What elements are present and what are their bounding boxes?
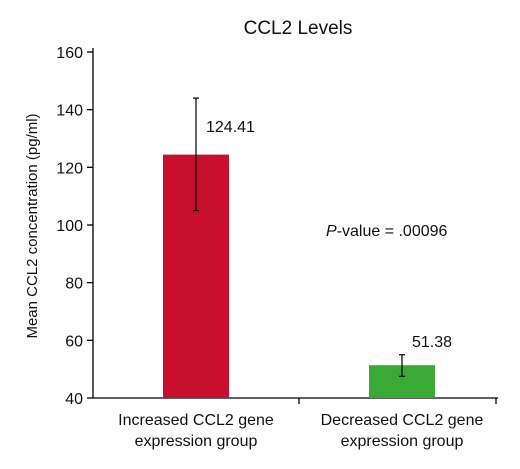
y-axis-label: Mean CCL2 concentration (pg/ml): [24, 113, 41, 338]
y-tick-label-60: 60: [65, 333, 83, 350]
y-tick-label-100: 100: [56, 218, 83, 235]
x-category-label-1-line-1: Increased CCL2 gene: [118, 412, 274, 429]
y-tick-label-120: 120: [56, 160, 83, 177]
x-category-label-2-line-2: expression group: [341, 433, 464, 450]
y-tick-label-160: 160: [56, 45, 83, 62]
x-category-label-2-line-1: Decreased CCL2 gene: [321, 412, 484, 429]
p-value-annotation: P-value = .00096: [326, 223, 448, 240]
y-tick-label-40: 40: [65, 391, 83, 408]
p-value-text: -value = .00096: [337, 223, 448, 240]
x-category-label-1-line-2: expression group: [135, 433, 258, 450]
y-tick-label-140: 140: [56, 103, 83, 120]
data-label-2: 51.38: [412, 334, 452, 351]
p-value-italic: P: [326, 223, 337, 240]
data-label-1: 124.41: [206, 119, 255, 136]
plot-area: 40 60 80 100 120 140 160 124.41 Increased CCL2 g…: [56, 45, 498, 450]
chart-title: CCL2 Levels: [244, 18, 353, 39]
y-tick-label-80: 80: [65, 276, 83, 293]
